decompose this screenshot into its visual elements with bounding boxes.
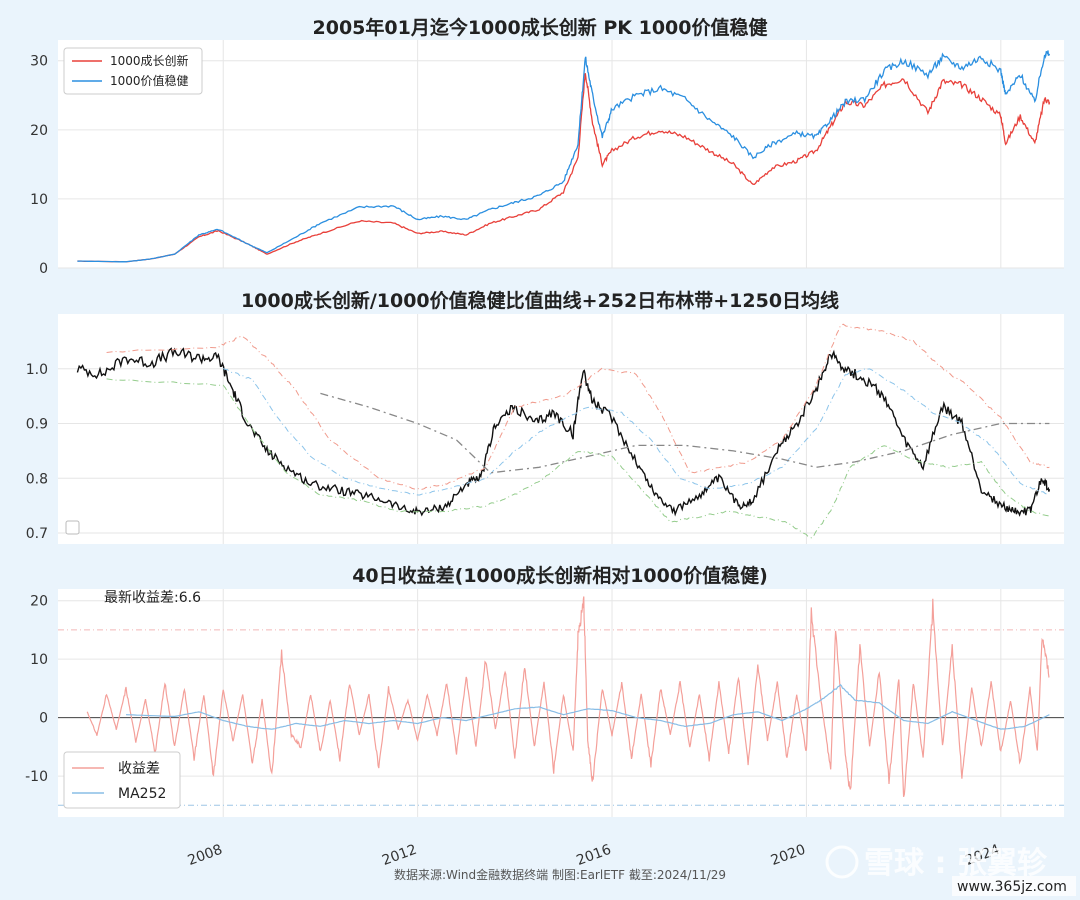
y-tick-1-0: 0 — [39, 261, 48, 277]
legend-label-value: 1000价值稳健 — [110, 73, 189, 88]
y-tick-3-2: 10 — [30, 652, 48, 668]
plot-area-2 — [58, 314, 1064, 544]
series-1-s0 — [77, 73, 1051, 263]
watermark-logo-icon — [825, 845, 859, 879]
series-1-s1 — [77, 50, 1051, 263]
y-ticks-3: -10 0 10 20 — [25, 594, 48, 785]
y-tick-1-2: 20 — [30, 123, 48, 139]
y-tick-2-3: 1.0 — [26, 362, 48, 378]
legend-label-diff: 收益差 — [118, 761, 160, 777]
legend-label-growth: 1000成长创新 — [110, 53, 189, 68]
series-2-mid — [223, 368, 1050, 496]
chart-title-1: 2005年01月迄今1000成长创新 PK 1000价值稳健 — [313, 16, 768, 39]
legend-label-ma252: MA252 — [118, 786, 166, 802]
plot-area-3 — [58, 589, 1064, 817]
footer-source: 数据来源:Wind金融数据终端 制图:EarlETF 截至:2024/11/29 — [394, 867, 726, 882]
y-tick-3-0: -10 — [25, 769, 48, 785]
watermark: 雪球 : 张翼轸 www.365jz.com — [825, 845, 1076, 896]
chart-title-2: 1000成长创新/1000价值稳健比值曲线+252日布林带+1250日均线 — [241, 289, 839, 312]
watermark-site: www.365jz.com — [957, 879, 1067, 895]
y-tick-1-1: 10 — [30, 192, 48, 208]
y-tick-2-1: 0.8 — [26, 471, 48, 487]
x-tick-2: 2016 — [574, 842, 613, 869]
series-2-ma1250 — [320, 392, 1050, 474]
watermark-site-bg — [952, 876, 1076, 896]
x-tick-3: 2020 — [769, 842, 808, 869]
y-tick-2-2: 0.9 — [26, 417, 48, 433]
legend-3: 收益差 MA252 — [63, 751, 181, 809]
chart-title-3: 40日收益差(1000成长创新相对1000价值稳健) — [352, 564, 768, 587]
y-ticks-2: 0.7 0.8 0.9 1.0 — [26, 362, 48, 542]
watermark-brand: 雪球 : 张翼轸 — [864, 846, 1048, 881]
series-3-s0 — [86, 596, 1050, 797]
x-tick-0: 2008 — [186, 842, 225, 869]
legend-box-2-empty — [65, 520, 80, 535]
y-tick-2-0: 0.7 — [26, 526, 48, 542]
series-2-upper — [106, 323, 1050, 490]
legend-1: 1000成长创新 1000价值稳健 — [63, 47, 203, 95]
series-group-3 — [58, 596, 1064, 806]
y-tick-3-1: 0 — [39, 711, 48, 727]
plot-area-1 — [58, 40, 1064, 268]
legend-box-3 — [63, 751, 181, 809]
y-tick-1-3: 30 — [30, 54, 48, 70]
x-tick-1: 2012 — [380, 842, 419, 869]
series-group-1 — [77, 50, 1051, 263]
series-3-s1 — [125, 683, 1050, 730]
latest-diff-annotation: 最新收益差:6.6 — [104, 590, 201, 606]
series-2-ratio — [76, 347, 1051, 517]
series-group-2 — [76, 323, 1051, 539]
legend-box-1 — [63, 47, 203, 95]
y-tick-3-3: 20 — [30, 594, 48, 610]
y-ticks-1: 0 10 20 30 — [30, 54, 48, 277]
grid-1 — [58, 40, 1064, 269]
